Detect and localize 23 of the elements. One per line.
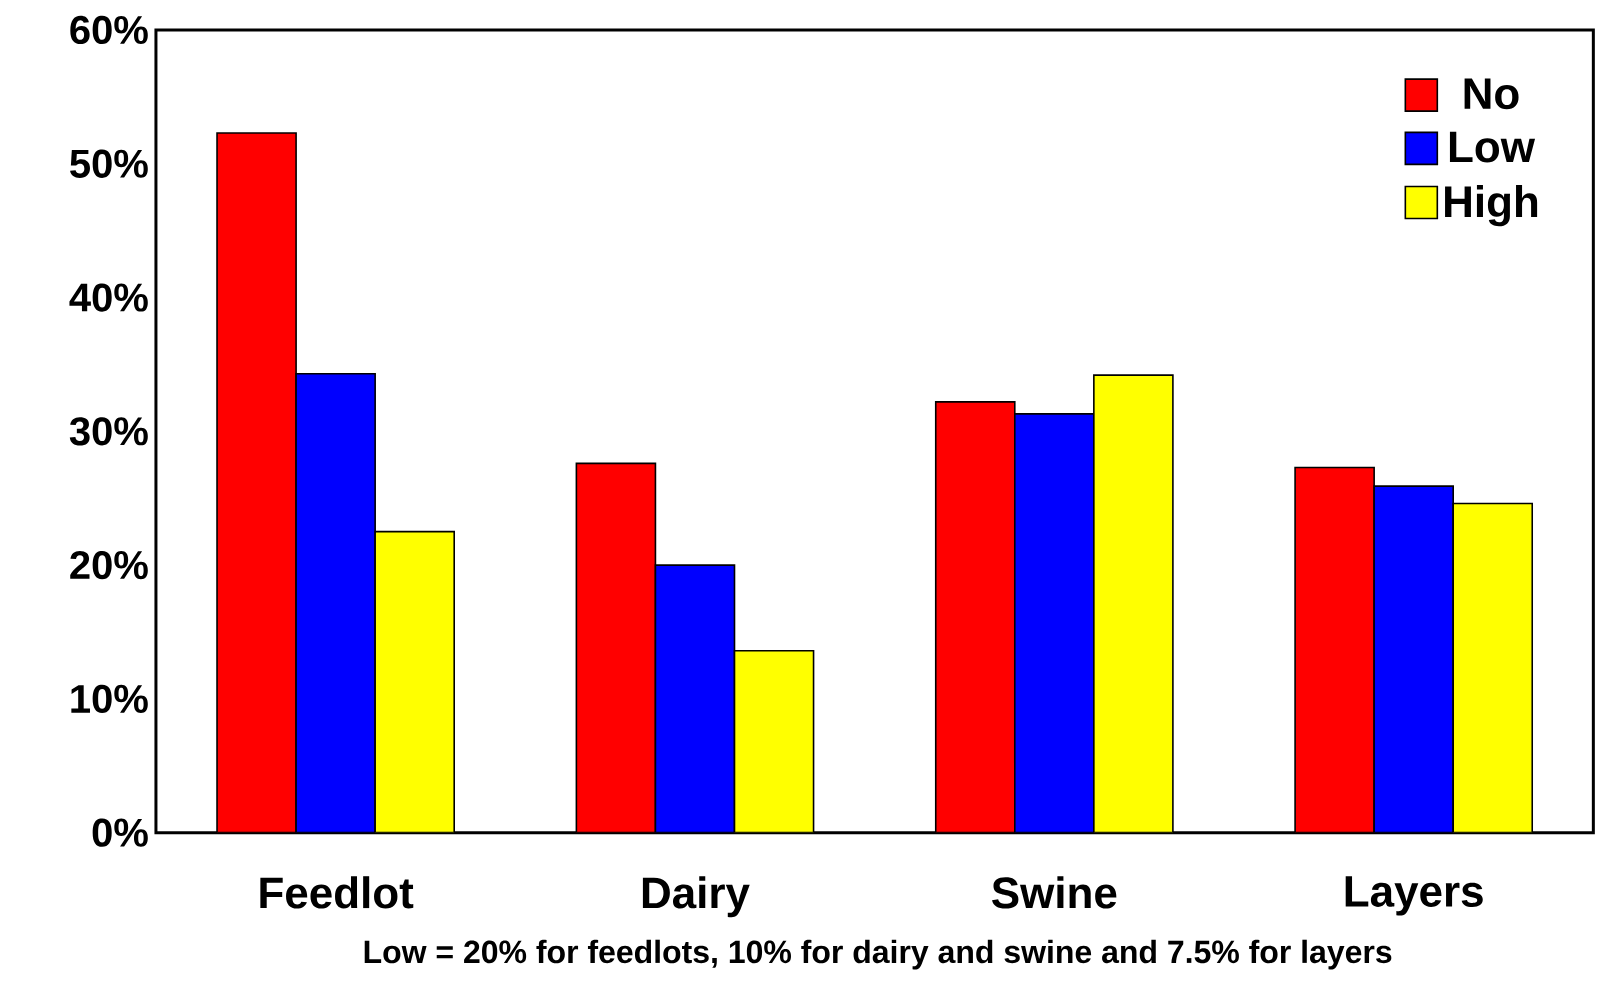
text: Low = 20% for feedlots, 10% for dairy and swine and 7.5% for layers (364, 939, 1392, 970)
legend-label: High (1445, 185, 1538, 227)
y-tick-label: 20% (70, 551, 148, 580)
legend-label: Low (1449, 131, 1536, 163)
bar (1013, 413, 1095, 833)
bar (1294, 466, 1375, 833)
x-tick-label: Feedlot (260, 876, 414, 909)
y-tick-label: 50% (70, 149, 148, 179)
y-tick-label: 30% (69, 417, 148, 446)
bar (654, 564, 736, 833)
x-tick-label: Swine (992, 876, 1117, 909)
bar (575, 462, 657, 833)
y-tick-label: 0% (92, 818, 148, 847)
bar (216, 132, 297, 833)
bar (1373, 485, 1454, 833)
y-tick-label: 10% (71, 684, 148, 714)
legend-label: No (1464, 78, 1519, 110)
y-tick-label: 40% (69, 283, 148, 312)
x-tick-label: Dairy (642, 876, 750, 918)
bar (295, 373, 376, 833)
x-tick-label: Layers (1345, 876, 1483, 916)
y-tick-label: 60% (70, 16, 148, 45)
bar (934, 401, 1016, 833)
